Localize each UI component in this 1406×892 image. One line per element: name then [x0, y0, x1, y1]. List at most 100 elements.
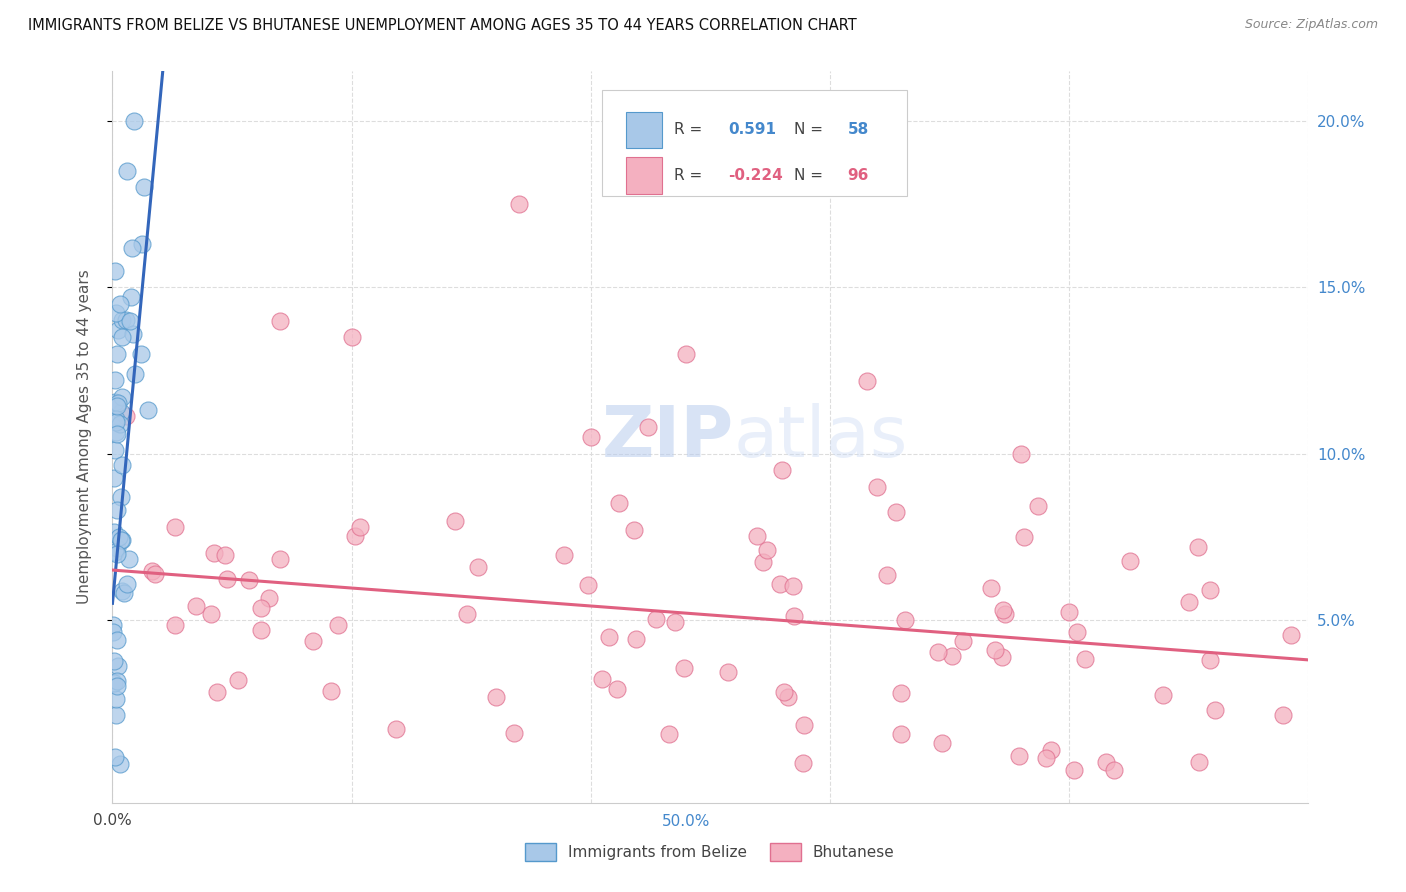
Point — [202, 547, 225, 561]
Point — [111, 390, 134, 404]
Point — [751, 555, 773, 569]
Point — [105, 426, 128, 441]
Point — [508, 197, 530, 211]
Point — [129, 347, 152, 361]
Point — [107, 658, 129, 673]
Point — [782, 579, 804, 593]
Point — [1010, 447, 1032, 461]
Point — [343, 529, 366, 543]
Point — [576, 578, 599, 592]
Point — [991, 603, 1014, 617]
Point — [105, 692, 128, 706]
Point — [855, 374, 877, 388]
Point — [136, 403, 159, 417]
Point — [200, 607, 222, 621]
Point — [1012, 530, 1035, 544]
Point — [257, 591, 280, 606]
Text: N =: N = — [793, 122, 828, 137]
Point — [591, 672, 613, 686]
Point — [1199, 653, 1222, 667]
Text: Source: ZipAtlas.com: Source: ZipAtlas.com — [1244, 18, 1378, 31]
Point — [579, 430, 602, 444]
Point — [340, 330, 363, 344]
Point — [598, 630, 620, 644]
Point — [108, 417, 131, 431]
Point — [1199, 582, 1222, 597]
FancyBboxPatch shape — [627, 112, 662, 148]
Point — [456, 607, 478, 621]
Point — [238, 573, 260, 587]
Point — [184, 599, 207, 613]
Point — [104, 395, 127, 409]
Point — [105, 633, 128, 648]
Point — [1066, 625, 1088, 640]
Point — [120, 290, 142, 304]
Legend: Immigrants from Belize, Bhutanese: Immigrants from Belize, Bhutanese — [517, 836, 903, 868]
Text: 0.591: 0.591 — [728, 122, 776, 137]
Point — [110, 404, 132, 418]
Point — [792, 756, 814, 770]
FancyBboxPatch shape — [627, 157, 662, 194]
Point — [269, 552, 291, 566]
Point — [105, 707, 128, 722]
Point — [890, 685, 912, 699]
Text: ZIP: ZIP — [602, 402, 734, 472]
Point — [250, 600, 273, 615]
Point — [783, 608, 806, 623]
Point — [1153, 688, 1175, 702]
Point — [108, 530, 131, 544]
Point — [1119, 554, 1142, 568]
Point — [249, 623, 271, 637]
Point — [115, 409, 138, 424]
Point — [141, 564, 163, 578]
Point — [111, 458, 134, 472]
Point — [226, 673, 249, 688]
Point — [105, 503, 128, 517]
Point — [214, 549, 236, 563]
Point — [105, 415, 128, 429]
Point — [624, 632, 647, 647]
Point — [104, 373, 127, 387]
Point — [105, 679, 128, 693]
Point — [991, 650, 1014, 665]
Point — [1095, 756, 1118, 770]
Point — [673, 661, 696, 675]
Point — [349, 520, 371, 534]
Point — [637, 420, 659, 434]
Point — [894, 613, 917, 627]
Point — [553, 548, 575, 562]
Point — [385, 722, 408, 736]
Point — [301, 633, 323, 648]
Point — [101, 624, 124, 639]
Point — [931, 736, 953, 750]
Point — [866, 480, 889, 494]
Point — [745, 529, 768, 543]
Text: N =: N = — [793, 168, 828, 183]
Point — [606, 681, 628, 696]
Point — [143, 566, 166, 581]
Point — [1008, 749, 1031, 764]
Point — [117, 551, 139, 566]
Point — [117, 577, 139, 591]
Point — [467, 559, 489, 574]
Point — [941, 648, 963, 663]
Point — [776, 690, 799, 704]
Point — [623, 523, 645, 537]
Point — [131, 237, 153, 252]
Point — [108, 297, 131, 311]
Point — [1074, 652, 1097, 666]
Point — [165, 618, 187, 632]
Point — [103, 524, 125, 539]
Point — [105, 306, 128, 320]
Point — [658, 726, 681, 740]
Point — [1063, 763, 1085, 777]
Point — [163, 519, 186, 533]
Point — [105, 425, 128, 439]
Point — [793, 718, 815, 732]
Point — [876, 568, 898, 582]
Text: -0.224: -0.224 — [728, 168, 783, 183]
Point — [110, 313, 132, 327]
Point — [485, 690, 508, 705]
Point — [1026, 499, 1049, 513]
Text: R =: R = — [675, 122, 707, 137]
